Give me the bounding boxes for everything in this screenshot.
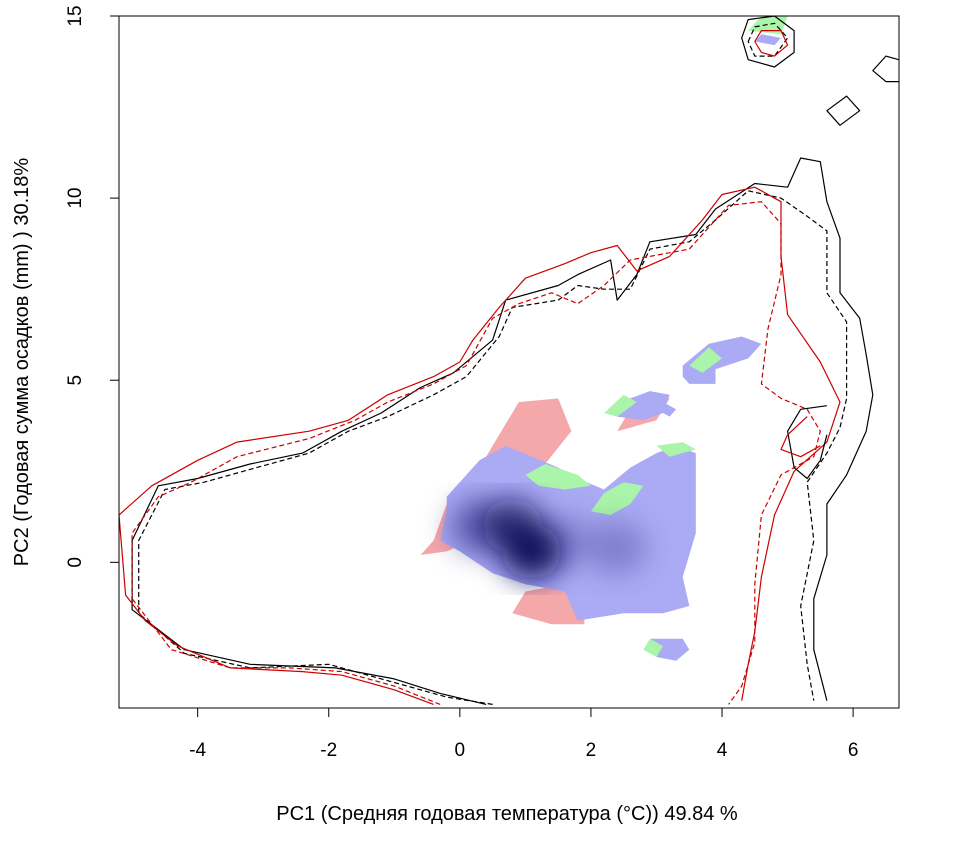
density-peak-3 bbox=[587, 520, 647, 576]
plot-border bbox=[118, 15, 900, 709]
contour-13 bbox=[786, 405, 828, 480]
x-tick-label: -2 bbox=[320, 740, 337, 761]
region-2-4 bbox=[604, 394, 637, 417]
region-1-4 bbox=[649, 638, 690, 661]
x-axis-title: PC1 (Средняя годовая температура (°С)) 4… bbox=[276, 803, 738, 825]
contour-9 bbox=[747, 22, 789, 57]
contour-6 bbox=[119, 186, 841, 705]
y-axis: 0 5 10 15 bbox=[65, 5, 120, 568]
region-1-3 bbox=[656, 402, 677, 417]
region-2-6 bbox=[748, 16, 788, 35]
x-tick-label: -4 bbox=[189, 740, 206, 761]
x-tick-label: 2 bbox=[586, 740, 597, 761]
region-1-2 bbox=[617, 391, 670, 421]
x-axis: -4 -2 0 2 4 6 bbox=[189, 707, 859, 761]
contour-11 bbox=[826, 95, 861, 126]
contour-4 bbox=[131, 157, 874, 705]
y-tick-label: 0 bbox=[65, 557, 86, 568]
region-1-1 bbox=[682, 336, 762, 384]
density-peak-4 bbox=[535, 513, 595, 568]
x-tick-label: 6 bbox=[848, 740, 859, 761]
contour-5 bbox=[138, 190, 848, 705]
region-2-0 bbox=[525, 464, 591, 490]
x-tick-label: 0 bbox=[455, 740, 466, 761]
contour-lines bbox=[119, 16, 899, 705]
y-tick-label: 5 bbox=[65, 375, 86, 386]
density-peak-2 bbox=[450, 498, 510, 554]
region-2-5 bbox=[643, 638, 663, 657]
region-2-1 bbox=[590, 482, 644, 515]
y-tick-label: 15 bbox=[65, 5, 86, 26]
region-2-3 bbox=[689, 347, 722, 373]
contour-8 bbox=[741, 16, 795, 68]
y-axis-title: PC2 (Годовая сумма осадков (mm) ) 30.18% bbox=[11, 158, 33, 567]
contour-14 bbox=[780, 416, 821, 458]
contour-7 bbox=[131, 201, 821, 705]
region-1-5 bbox=[754, 34, 781, 46]
region-2-2 bbox=[656, 442, 696, 457]
density-layer bbox=[450, 498, 647, 579]
y-tick-label: 10 bbox=[65, 188, 86, 209]
contour-10 bbox=[754, 30, 789, 57]
x-tick-label: 4 bbox=[717, 740, 728, 761]
contour-12 bbox=[872, 55, 899, 83]
